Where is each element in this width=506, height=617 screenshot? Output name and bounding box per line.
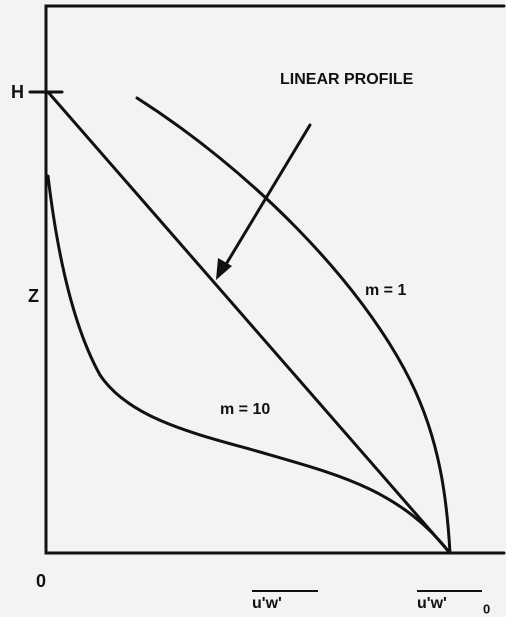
linear-profile <box>46 90 452 555</box>
linear-label: LINEAR PROFILE <box>280 71 414 88</box>
x-end-subscript: 0 <box>483 601 490 616</box>
arrow-head <box>216 258 232 280</box>
m10-label: m = 10 <box>220 401 270 418</box>
x-end-label: u'w' <box>417 595 447 612</box>
frame <box>44 4 506 555</box>
z-label: Z <box>28 286 39 306</box>
m1-label: m = 1 <box>365 282 406 299</box>
curve-m10 <box>46 174 452 555</box>
arrow-shaft <box>223 123 312 268</box>
curve-m1 <box>135 96 452 555</box>
h-label: H <box>11 82 24 102</box>
x-mid-label: u'w' <box>252 595 282 612</box>
origin-label: 0 <box>36 571 46 591</box>
